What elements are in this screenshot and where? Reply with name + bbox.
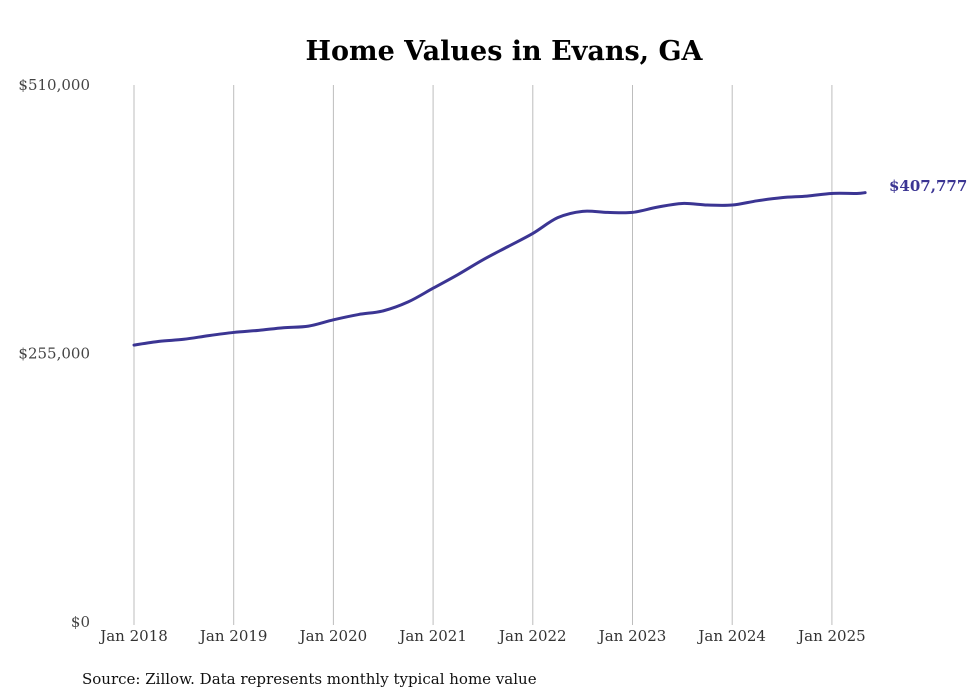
x-tick-label: Jan 2025 xyxy=(796,627,866,645)
x-tick-label: Jan 2019 xyxy=(198,627,268,645)
source-note: Source: Zillow. Data represents monthly … xyxy=(82,670,537,688)
end-value-label: $407,777 xyxy=(889,177,967,195)
x-tick-label: Jan 2023 xyxy=(597,627,667,645)
series-line xyxy=(132,191,867,347)
x-tick-label: Jan 2024 xyxy=(696,627,766,645)
y-axis-labels: $0 $255,000 $510,000 xyxy=(18,76,90,631)
x-tick-label: Jan 2018 xyxy=(98,627,168,645)
x-axis-labels: Jan 2018 Jan 2019 Jan 2020 Jan 2021 Jan 2022… xyxy=(98,627,865,645)
y-tick-label: $0 xyxy=(71,613,90,631)
series-layer xyxy=(132,191,867,347)
gridlines xyxy=(133,85,833,625)
y-tick-label: $510,000 xyxy=(18,76,90,94)
x-tick-label: Jan 2021 xyxy=(397,627,467,645)
x-tick-label: Jan 2020 xyxy=(298,627,368,645)
chart-title: Home Values in Evans, GA xyxy=(306,36,704,67)
x-tick-label: Jan 2022 xyxy=(497,627,567,645)
y-tick-label: $255,000 xyxy=(18,345,90,363)
